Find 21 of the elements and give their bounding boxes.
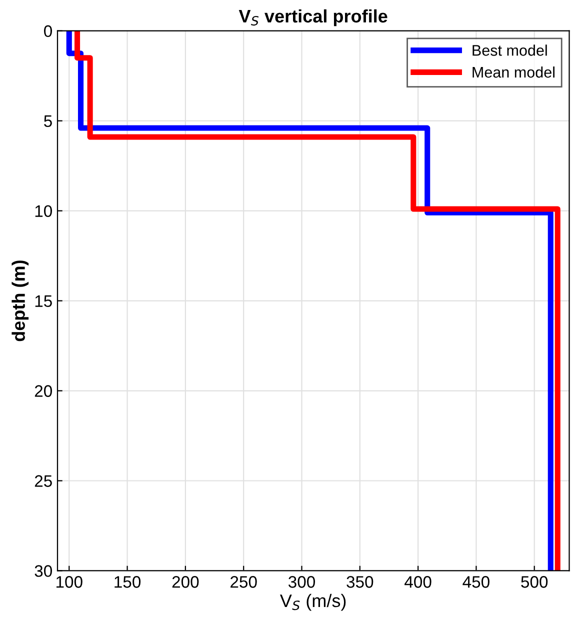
legend-label: Best model (472, 44, 547, 56)
x-tick-label: 150 (114, 576, 141, 588)
chart-title: V$_{S}$ vertical profile (238, 9, 388, 26)
y-tick-label: 30 (34, 565, 52, 577)
y-tick-label: 15 (35, 295, 52, 307)
x-tick-label: 450 (462, 576, 490, 588)
x-tick-label: 350 (346, 576, 374, 588)
x-tick-label: 200 (172, 576, 199, 588)
y-tick-label: 20 (34, 385, 52, 397)
legend-label: Mean model (472, 66, 554, 78)
x-axis-title: V$_{S}$ (m/s) (280, 594, 346, 611)
y-tick-label: 25 (34, 475, 52, 487)
x-tick-label: 500 (521, 576, 548, 588)
y-tick-label: 10 (35, 205, 52, 218)
x-tick-label: 400 (404, 576, 432, 588)
y-tick-label: 0 (44, 25, 52, 38)
y-tick-label: 5 (44, 115, 52, 128)
x-tick-label: 250 (230, 576, 257, 588)
y-axis-title: depth (m) (12, 260, 29, 342)
x-tick-label: 300 (288, 576, 315, 588)
x-tick-label: 100 (56, 576, 82, 588)
